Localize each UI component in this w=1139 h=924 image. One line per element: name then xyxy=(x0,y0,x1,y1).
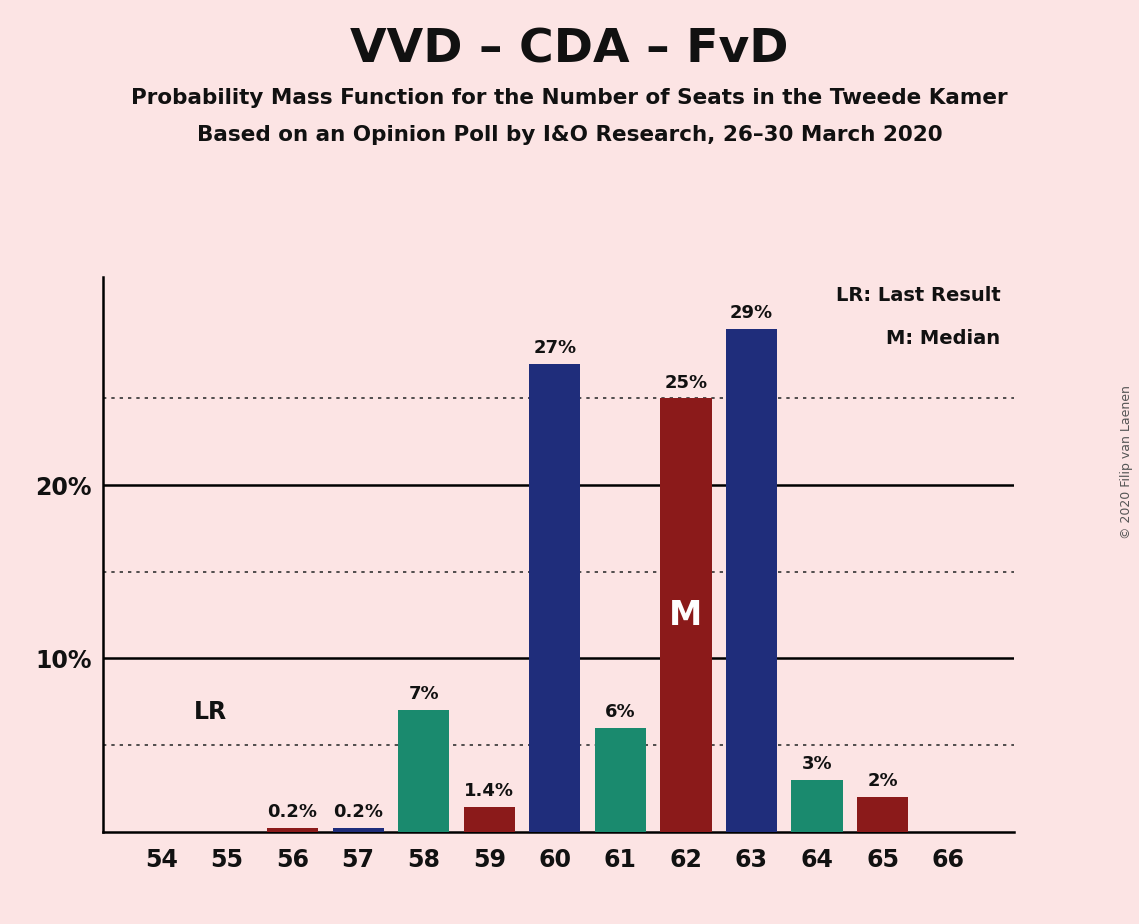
Text: 29%: 29% xyxy=(730,304,773,322)
Bar xyxy=(792,780,843,832)
Bar xyxy=(661,398,712,832)
Text: 7%: 7% xyxy=(409,686,439,703)
Bar xyxy=(267,828,318,832)
Text: 1.4%: 1.4% xyxy=(465,783,515,800)
Text: Based on an Opinion Poll by I&O Research, 26–30 March 2020: Based on an Opinion Poll by I&O Research… xyxy=(197,125,942,145)
Text: 2%: 2% xyxy=(867,772,898,790)
Bar xyxy=(726,329,777,832)
Text: M: Median: M: Median xyxy=(886,329,1000,348)
Text: M: M xyxy=(670,599,703,631)
Text: Probability Mass Function for the Number of Seats in the Tweede Kamer: Probability Mass Function for the Number… xyxy=(131,88,1008,108)
Text: 0.2%: 0.2% xyxy=(334,803,383,821)
Text: 0.2%: 0.2% xyxy=(268,803,318,821)
Text: 25%: 25% xyxy=(664,373,707,392)
Bar xyxy=(595,728,646,832)
Text: LR: Last Result: LR: Last Result xyxy=(836,286,1000,305)
Text: VVD – CDA – FvD: VVD – CDA – FvD xyxy=(351,28,788,73)
Text: 6%: 6% xyxy=(605,703,636,721)
Text: LR: LR xyxy=(195,700,228,724)
Bar xyxy=(333,828,384,832)
Bar xyxy=(530,364,581,832)
Bar xyxy=(399,711,449,832)
Text: 3%: 3% xyxy=(802,755,833,772)
Bar xyxy=(464,808,515,832)
Bar xyxy=(857,796,908,832)
Text: 27%: 27% xyxy=(533,339,576,357)
Text: © 2020 Filip van Laenen: © 2020 Filip van Laenen xyxy=(1121,385,1133,539)
